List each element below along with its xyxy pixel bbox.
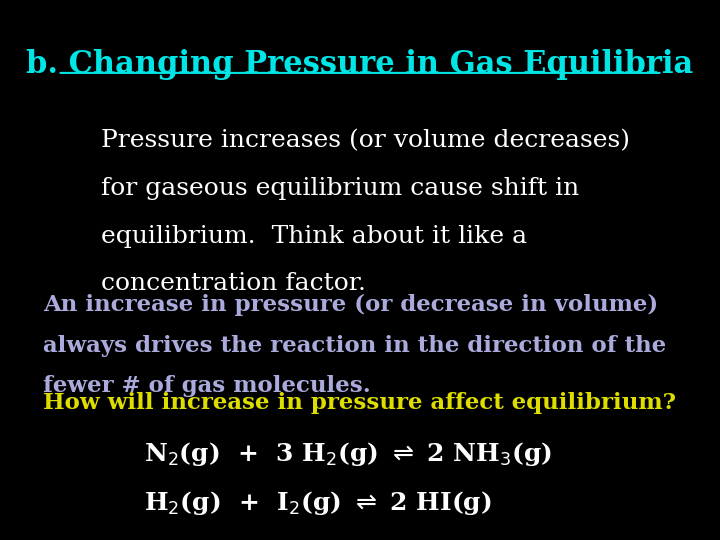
Text: concentration factor.: concentration factor. bbox=[101, 272, 366, 295]
Text: equilibrium.  Think about it like a: equilibrium. Think about it like a bbox=[101, 225, 527, 248]
Text: Pressure increases (or volume decreases): Pressure increases (or volume decreases) bbox=[101, 130, 630, 153]
Text: fewer # of gas molecules.: fewer # of gas molecules. bbox=[43, 375, 371, 397]
Text: H$_2$(g)  +  I$_2$(g) $\rightleftharpoons$ 2 HI(g): H$_2$(g) + I$_2$(g) $\rightleftharpoons$… bbox=[144, 489, 492, 517]
Text: An increase in pressure (or decrease in volume): An increase in pressure (or decrease in … bbox=[43, 294, 658, 316]
Text: How will increase in pressure affect equilibrium?: How will increase in pressure affect equ… bbox=[43, 392, 676, 414]
Text: for gaseous equilibrium cause shift in: for gaseous equilibrium cause shift in bbox=[101, 177, 579, 200]
Text: N$_2$(g)  +  3 H$_2$(g) $\rightleftharpoons$ 2 NH$_3$(g): N$_2$(g) + 3 H$_2$(g) $\rightleftharpoon… bbox=[144, 440, 552, 468]
Text: always drives the reaction in the direction of the: always drives the reaction in the direct… bbox=[43, 335, 667, 357]
Text: b. Changing Pressure in Gas Equilibria: b. Changing Pressure in Gas Equilibria bbox=[27, 49, 693, 79]
